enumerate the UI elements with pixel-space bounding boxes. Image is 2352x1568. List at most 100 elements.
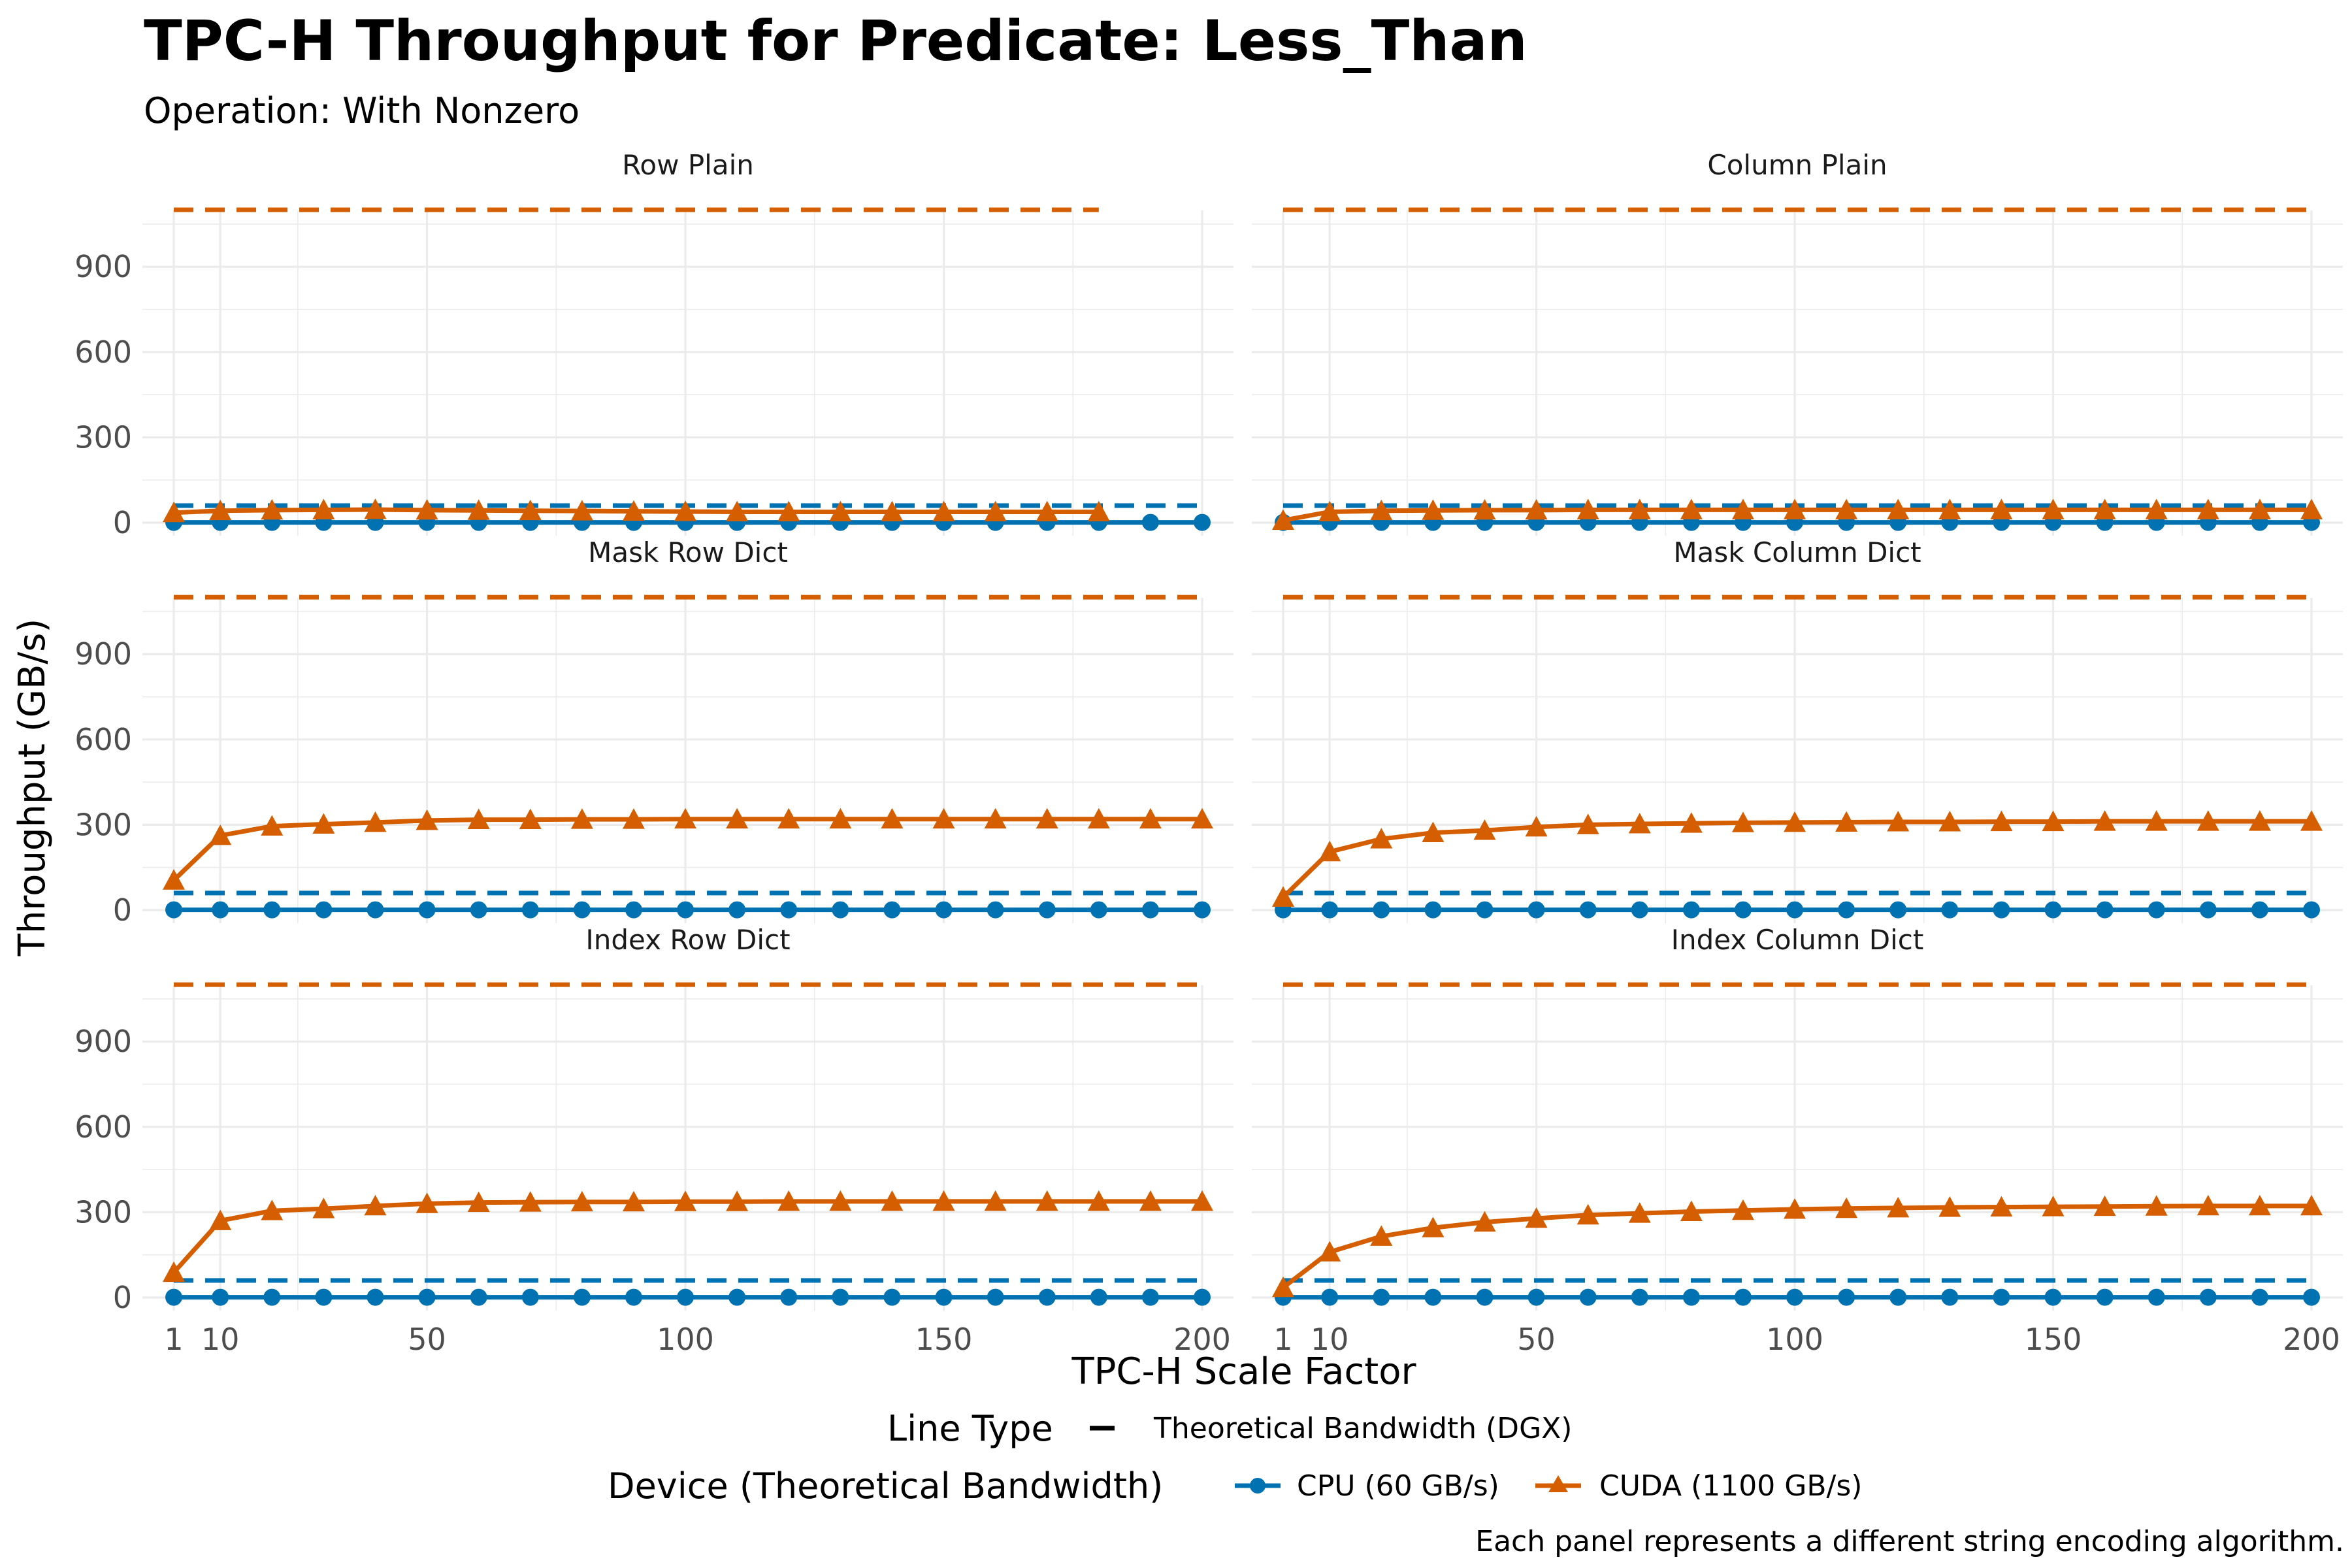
cpu-point <box>1993 901 2010 919</box>
cpu-point <box>1090 901 1107 919</box>
cpu-point <box>1424 1288 1442 1306</box>
cuda-point <box>622 808 645 829</box>
cuda-point <box>1422 499 1445 520</box>
cuda-point <box>1525 815 1548 837</box>
x-tick-label: 150 <box>915 1322 973 1357</box>
cuda-point <box>312 498 335 519</box>
cpu-point <box>883 1288 901 1306</box>
cpu-point <box>367 901 384 919</box>
cuda-point <box>163 501 185 523</box>
cpu-point <box>1194 514 1211 531</box>
cpu-point <box>2303 901 2320 919</box>
cpu-point <box>987 901 1004 919</box>
cpu-point <box>883 901 901 919</box>
legend-key-cuda-marker <box>1548 1475 1568 1492</box>
legend-linetype-title: Line Type <box>887 1408 1053 1449</box>
cuda-point <box>674 500 697 521</box>
y-tick-label: 0 <box>113 892 132 928</box>
cpu-point <box>1941 901 1959 919</box>
cuda-point <box>2248 1194 2271 1216</box>
x-tick-label: 200 <box>1173 1322 1231 1357</box>
cpu-point <box>2044 1288 2062 1306</box>
panel-strip-label: Mask Row Dict <box>588 536 788 568</box>
cpu-point <box>418 1288 436 1306</box>
cuda-point <box>519 808 542 830</box>
cuda-point <box>1835 811 1858 832</box>
cpu-point <box>832 901 849 919</box>
cpu-point <box>1682 1288 1700 1306</box>
cuda-point <box>1731 811 1754 832</box>
cpu-point <box>212 901 229 919</box>
cuda-point <box>312 813 335 834</box>
cuda-point <box>1036 500 1058 521</box>
cuda-point <box>519 499 542 521</box>
panel-row-plain: Row Plain 0 300 600 900 <box>74 149 1233 540</box>
cuda-point <box>829 500 852 521</box>
chart-title: TPC-H Throughput for Predicate: Less_Tha… <box>144 8 1527 74</box>
cuda-point <box>1784 811 1806 832</box>
cpu-point <box>418 901 436 919</box>
cpu-point <box>521 1288 539 1306</box>
cpu-point <box>625 1288 642 1306</box>
cuda-point <box>416 498 438 520</box>
cpu-point <box>1194 901 1211 919</box>
cuda-point <box>1272 886 1294 907</box>
cpu-point <box>367 1288 384 1306</box>
cuda-point <box>984 808 1007 829</box>
cuda-point <box>1473 819 1496 840</box>
cuda-point <box>2248 498 2271 519</box>
cuda-point <box>467 1191 490 1213</box>
cuda-point <box>1139 1190 1162 1211</box>
cuda-point <box>1473 1211 1496 1232</box>
cuda-point <box>726 500 749 521</box>
y-tick-label: 600 <box>74 335 132 370</box>
cpu-point <box>1941 1288 1959 1306</box>
cpu-point <box>2199 1288 2217 1306</box>
cuda-point <box>1272 509 1294 530</box>
cuda-point <box>1525 498 1548 520</box>
cuda-point <box>881 500 904 521</box>
cpu-point <box>1786 1288 1804 1306</box>
cuda-point <box>984 1190 1007 1211</box>
cpu-point <box>1321 901 1339 919</box>
x-tick-label: 100 <box>1766 1322 1823 1357</box>
cuda-point <box>209 824 232 845</box>
cuda-point <box>1036 1190 1058 1211</box>
cuda-point <box>1680 1200 1703 1221</box>
cuda-point <box>1318 840 1341 862</box>
cuda-point <box>1473 498 1496 520</box>
cuda-point <box>1139 808 1162 829</box>
chart-subtitle: Operation: With Nonzero <box>144 90 580 131</box>
cpu-point <box>1373 1288 1390 1306</box>
cuda-point <box>1191 808 1213 829</box>
cpu-point <box>1682 901 1700 919</box>
cpu-point <box>1321 1288 1339 1306</box>
panel-mask-column-dict: Mask Column Dict <box>1252 536 2343 923</box>
cuda-point <box>1731 498 1754 519</box>
cuda-point <box>209 499 232 521</box>
cpu-point <box>1889 1288 1907 1306</box>
cpu-point <box>1734 1288 1752 1306</box>
cpu-point <box>2251 901 2268 919</box>
cpu-point <box>1527 1288 1545 1306</box>
cpu-point <box>2199 901 2217 919</box>
cuda-point <box>1938 811 1961 832</box>
cpu-point <box>832 1288 849 1306</box>
cuda-point <box>674 808 697 829</box>
cuda-point <box>1318 1241 1341 1262</box>
y-tick-label: 900 <box>74 636 132 672</box>
cuda-point <box>364 1194 387 1216</box>
cpu-point <box>315 901 333 919</box>
cpu-point <box>780 901 798 919</box>
legend-label-cuda: CUDA (1100 GB/s) <box>1599 1469 1862 1503</box>
legend-label-cpu: CPU (60 GB/s) <box>1297 1469 1499 1503</box>
cuda-point <box>1370 1225 1393 1246</box>
cuda-point <box>2197 1194 2219 1216</box>
cpu-point <box>1734 901 1752 919</box>
cuda-point <box>1087 808 1110 829</box>
cuda-point <box>261 1200 284 1220</box>
cpu-point <box>1141 514 1159 531</box>
cuda-point <box>2300 1194 2323 1216</box>
cpu-point <box>212 1288 229 1306</box>
